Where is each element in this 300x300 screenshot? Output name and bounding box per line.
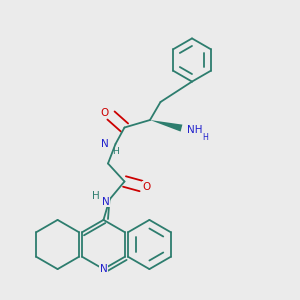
Text: N: N <box>102 197 110 207</box>
Text: N: N <box>101 139 109 149</box>
Text: O: O <box>100 107 109 118</box>
Text: H: H <box>92 191 100 201</box>
Polygon shape <box>150 120 182 132</box>
Text: H: H <box>202 133 208 142</box>
Text: O: O <box>142 182 151 192</box>
Text: H: H <box>112 147 119 156</box>
Text: N: N <box>100 264 107 274</box>
Text: NH: NH <box>187 124 203 135</box>
